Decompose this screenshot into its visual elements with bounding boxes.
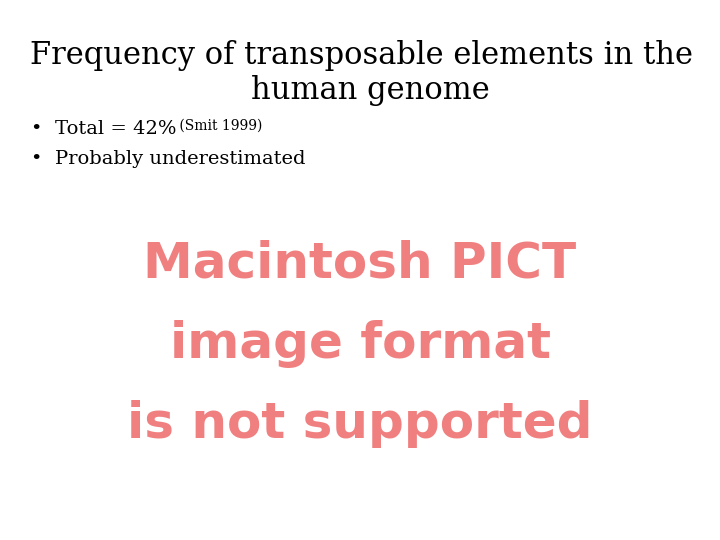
Text: Probably underestimated: Probably underestimated [55, 150, 305, 168]
Text: Macintosh PICT: Macintosh PICT [143, 240, 577, 288]
Text: image format: image format [169, 320, 551, 368]
Text: •: • [30, 150, 41, 168]
Text: Frequency of transposable elements in the: Frequency of transposable elements in th… [30, 40, 693, 71]
Text: (Smit 1999): (Smit 1999) [175, 119, 262, 133]
Text: •: • [30, 120, 41, 138]
Text: Total = 42%: Total = 42% [55, 120, 176, 138]
Text: human genome: human genome [251, 75, 490, 106]
Text: is not supported: is not supported [127, 400, 593, 448]
